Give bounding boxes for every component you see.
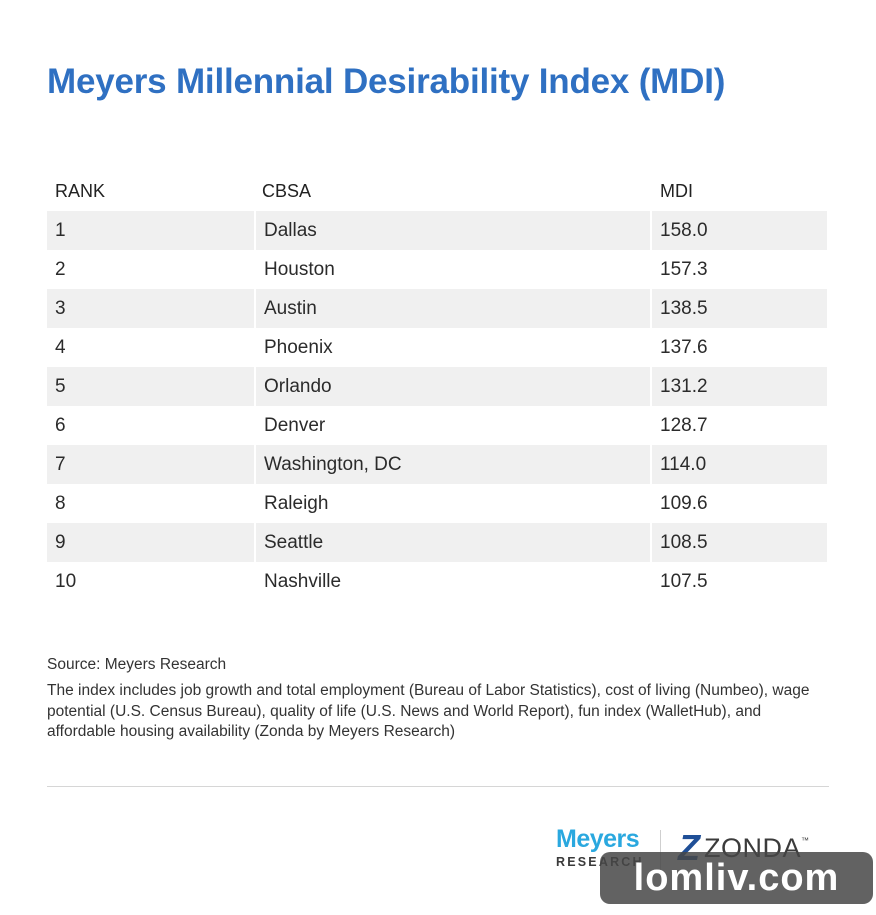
- mdi-cell: 137.6: [660, 336, 708, 358]
- cbsa-cell: Houston: [254, 250, 652, 289]
- logo-separator: [660, 830, 661, 870]
- table-row: 9 Seattle 108.5: [47, 523, 827, 562]
- mdi-cell: 157.3: [660, 258, 708, 280]
- mdi-cell: 138.5: [652, 289, 827, 328]
- meyers-logo-text: Meyers: [556, 825, 640, 853]
- rank-cell: 4: [55, 336, 66, 358]
- cbsa-cell: Raleigh: [254, 484, 652, 523]
- methodology-note: The index includes job growth and total …: [47, 682, 810, 740]
- column-header-rank: RANK: [55, 181, 106, 201]
- mdi-table: RANK CBSA MDI 1 Dallas 158.0 2 Houston 157.3 3…: [47, 172, 827, 601]
- cbsa-cell: Washington, DC: [254, 445, 652, 484]
- cbsa-cell: Phoenix: [254, 328, 652, 367]
- cbsa-cell: Orlando: [254, 367, 652, 406]
- mdi-cell: 128.7: [660, 414, 708, 436]
- table-row: 6 Denver 128.7: [47, 406, 827, 445]
- rank-cell: 1: [47, 211, 254, 250]
- column-header-cbsa: CBSA: [262, 181, 312, 201]
- table-body: 1 Dallas 158.0 2 Houston 157.3 3 Austin 138.5 4 Ph…: [47, 211, 827, 601]
- table-row: 3 Austin 138.5: [47, 289, 827, 328]
- rank-cell: 7: [47, 445, 254, 484]
- column-header-mdi: MDI: [660, 181, 693, 201]
- rank-cell: 5: [47, 367, 254, 406]
- table-row: 4 Phoenix 137.6: [47, 328, 827, 367]
- table-header-row: RANK CBSA MDI: [47, 172, 827, 211]
- mdi-cell: 109.6: [660, 492, 708, 514]
- mdi-cell: 107.5: [660, 570, 708, 592]
- watermark: lomliv.com: [600, 852, 873, 904]
- chart-title: Meyers Millennial Desirability Index (MD…: [47, 62, 726, 101]
- rank-cell: 10: [55, 570, 77, 592]
- rank-cell: 9: [47, 523, 254, 562]
- mdi-cell: 158.0: [652, 211, 827, 250]
- cbsa-cell: Nashville: [254, 562, 652, 601]
- table-row: 10 Nashville 107.5: [47, 562, 827, 601]
- rank-cell: 6: [55, 414, 66, 436]
- table-row: 8 Raleigh 109.6: [47, 484, 827, 523]
- mdi-cell: 108.5: [652, 523, 827, 562]
- cbsa-cell: Austin: [254, 289, 652, 328]
- mdi-cell: 114.0: [652, 445, 827, 484]
- cbsa-cell: Dallas: [254, 211, 652, 250]
- table-row: 5 Orlando 131.2: [47, 367, 827, 406]
- mdi-cell: 131.2: [652, 367, 827, 406]
- source-text: Source: Meyers Research: [47, 656, 227, 673]
- table-row: 7 Washington, DC 114.0: [47, 445, 827, 484]
- cbsa-cell: Seattle: [254, 523, 652, 562]
- rank-cell: 3: [47, 289, 254, 328]
- divider: [47, 786, 829, 787]
- zonda-trademark: ™: [801, 836, 809, 845]
- cbsa-cell: Denver: [254, 406, 652, 445]
- rank-cell: 2: [55, 258, 66, 280]
- table-row: 2 Houston 157.3: [47, 250, 827, 289]
- table-row: 1 Dallas 158.0: [47, 211, 827, 250]
- watermark-text: lomliv.com: [633, 856, 840, 899]
- rank-cell: 8: [55, 492, 66, 514]
